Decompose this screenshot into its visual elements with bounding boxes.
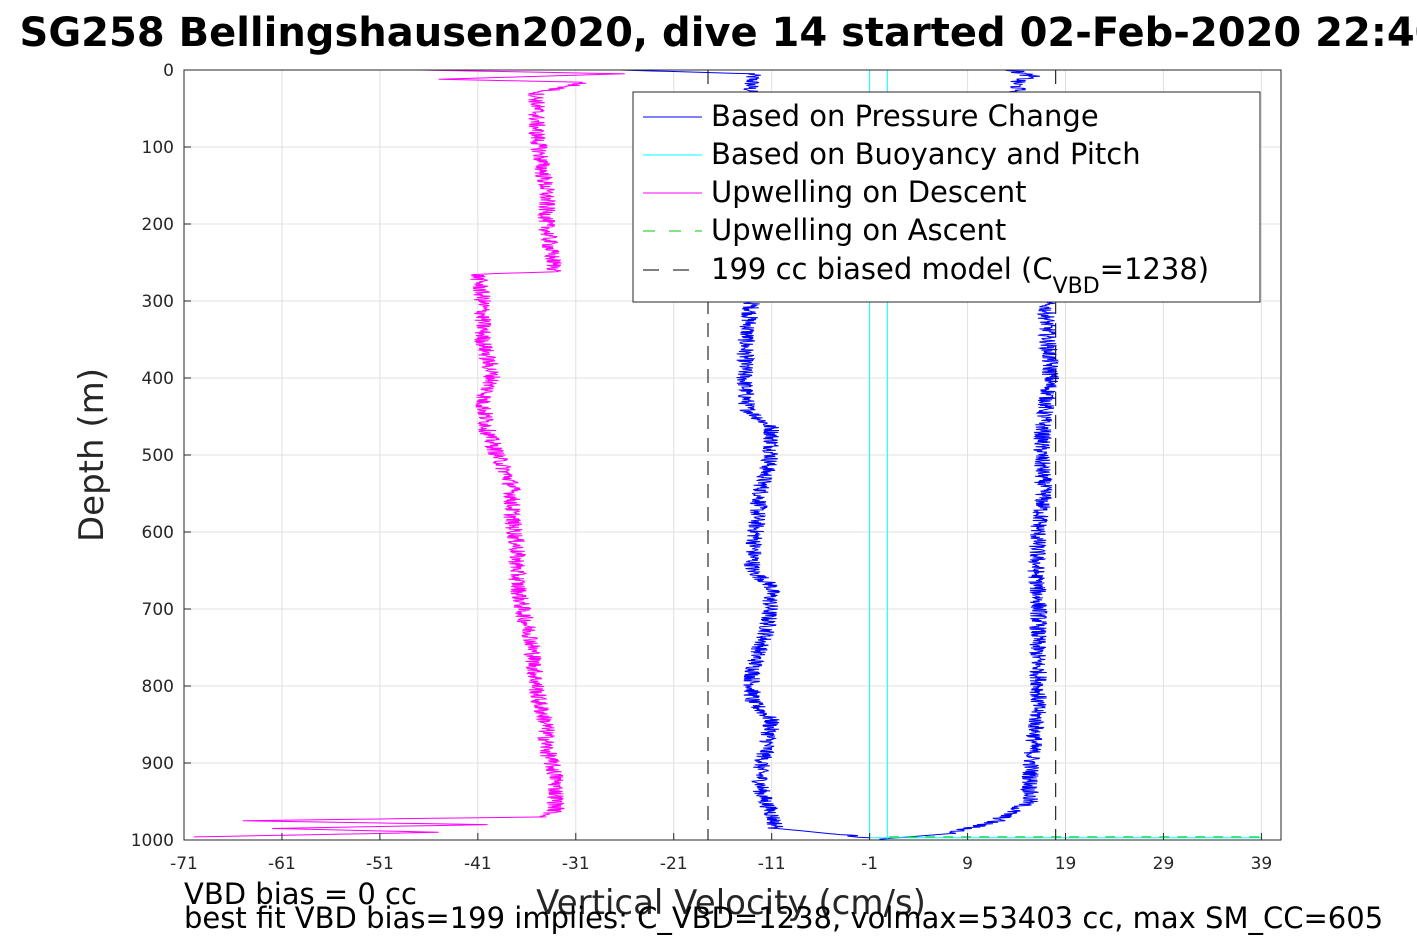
y-tick-label: 700 [142, 600, 174, 620]
best-fit-note: best fit VBD bias=199 implies: C_VBD=123… [184, 901, 1384, 935]
x-tick-label: -31 [562, 854, 590, 874]
chart-title: SG258 Bellingshausen2020, dive 14 starte… [20, 10, 1417, 56]
legend: Based on Pressure Change Based on Buoyanc… [632, 91, 1261, 303]
x-axis-title: Vertical Velocity (cm/s) [536, 883, 926, 923]
y-tick-label: 1000 [131, 831, 174, 851]
x-tick-label: 9 [962, 854, 973, 874]
axis-ticks: -71 -61 -51 -41 -31 -21 -11 -1 9 19 29 39 0 100 200 300… [131, 61, 1272, 874]
vbd-bias-note: VBD bias = 0 cc [184, 877, 417, 911]
y-tick-label: 500 [142, 446, 174, 466]
y-tick-label: 200 [142, 215, 174, 235]
y-tick-label: 900 [142, 754, 174, 774]
y-tick-label: 600 [142, 523, 174, 543]
y-axis-title: Depth (m) [72, 368, 112, 542]
y-tick-label: 300 [142, 292, 174, 312]
x-tick-label: -11 [758, 854, 786, 874]
x-tick-label: 29 [1153, 854, 1175, 874]
y-tick-label: 800 [142, 677, 174, 697]
legend-label: 199 cc biased model (CVBD=1238) [711, 252, 1209, 299]
legend-label: Upwelling on Descent [711, 175, 1027, 209]
x-tick-label: -21 [660, 854, 688, 874]
legend-label: Upwelling on Ascent [711, 213, 1006, 247]
x-tick-label: -41 [464, 854, 492, 874]
x-tick-label: -51 [366, 854, 394, 874]
y-tick-label: 100 [142, 138, 174, 158]
x-tick-label: 19 [1055, 854, 1077, 874]
x-tick-label: -1 [861, 854, 878, 874]
legend-box [632, 91, 1261, 303]
legend-label: Based on Buoyancy and Pitch [711, 137, 1141, 171]
x-tick-label: -61 [268, 854, 296, 874]
series-line-upwelling-on-descent [193, 69, 625, 838]
legend-label: Based on Pressure Change [711, 99, 1099, 133]
x-tick-label: 39 [1251, 854, 1273, 874]
y-tick-label: 400 [142, 369, 174, 389]
x-tick-label: -71 [170, 854, 198, 874]
y-tick-label: 0 [163, 61, 174, 81]
